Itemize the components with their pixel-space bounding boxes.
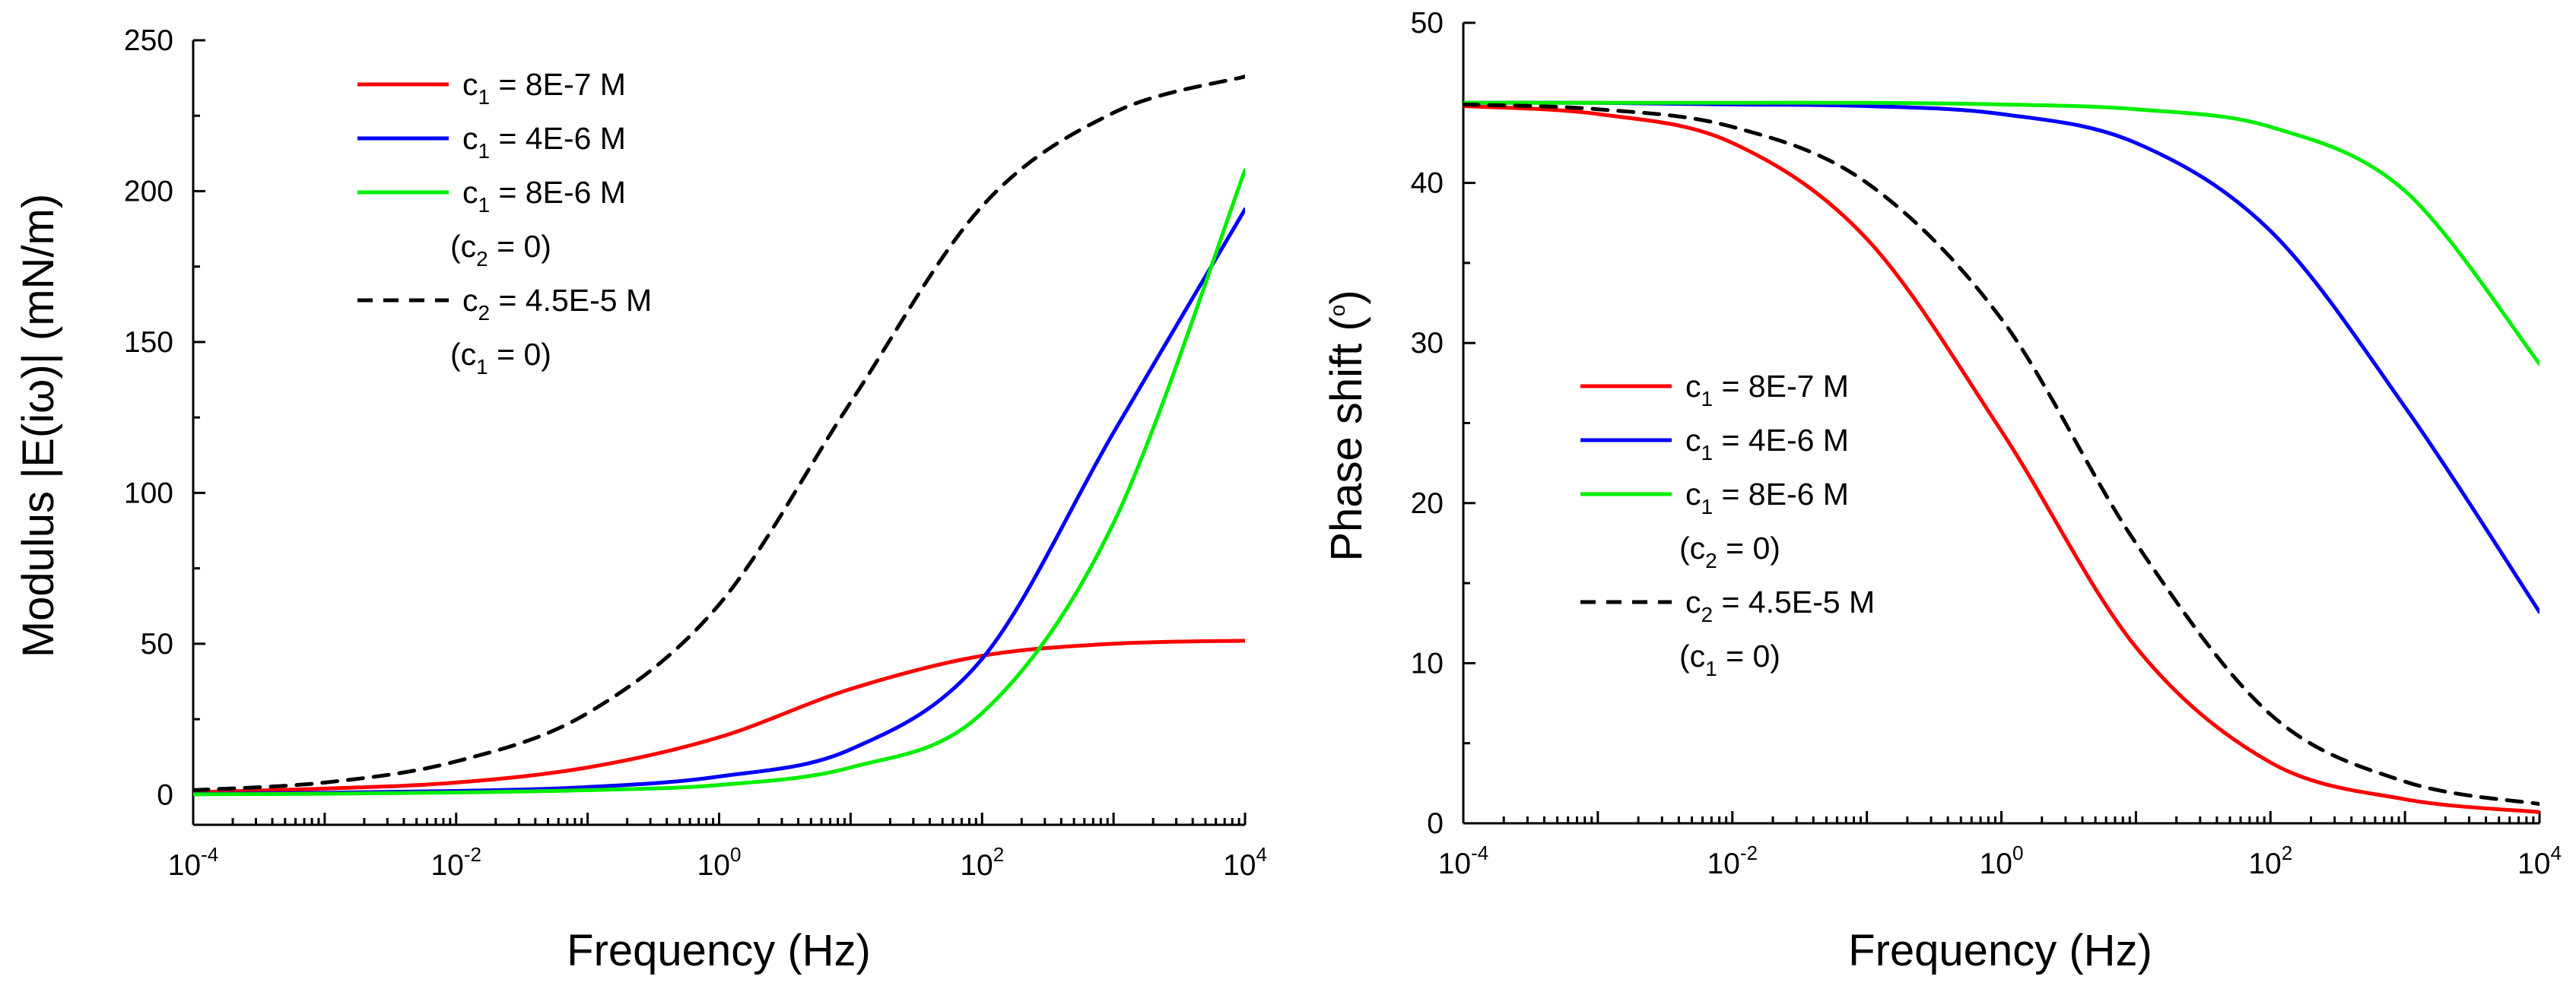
legend-label: c1 = 8E-6 M [1685, 477, 1849, 518]
x-tick-label: 100 [697, 843, 742, 882]
y-axis-title: Phase shift (o) [1322, 290, 1371, 561]
x-axis-title: Frequency (Hz) [567, 926, 871, 975]
legend-label: c1 = 4E-6 M [462, 121, 626, 163]
y-tick-label: 0 [1427, 807, 1444, 840]
series-line-3 [193, 77, 1245, 791]
x-tick-label: 10-2 [430, 843, 481, 882]
x-tick-label: 10-2 [1707, 842, 1758, 880]
y-tick-label: 200 [124, 175, 173, 208]
y-tick-label: 40 [1411, 167, 1444, 200]
x-tick-label: 102 [960, 843, 1004, 882]
legend-label: c2 = 4.5E-5 M [1685, 585, 1875, 626]
series-line-2 [1463, 103, 2539, 363]
modulus-chart: 0 50 100 150 200 250 10-4 10-2 100 102 104 Frequenc… [14, 24, 1267, 975]
y-tick-label: 250 [124, 24, 173, 57]
phase-shift-chart: 0 10 20 30 40 50 10-4 10-2 100 102 104 Frequency (H… [1322, 7, 2562, 975]
series-line-0 [193, 641, 1245, 792]
series-line-0 [1463, 106, 2539, 813]
y-tick-label: 150 [124, 326, 173, 359]
y-tick-label: 20 [1411, 487, 1444, 520]
x-tick-label: 104 [2517, 842, 2562, 880]
y-tick-label: 10 [1411, 647, 1444, 680]
legend-label: c1 = 4E-6 M [1685, 423, 1849, 464]
y-tick-label: 0 [157, 778, 173, 811]
legend-note: (c2 = 0) [1679, 531, 1780, 572]
figure: 05010015020025010-4 10-2 100 102 104Frequenc… [0, 0, 2576, 989]
legend-label: c1 = 8E-7 M [1685, 369, 1849, 410]
series-line-1 [1463, 103, 2539, 612]
x-axis-title: Frequency (Hz) [1848, 926, 2152, 975]
legend-note: (c2 = 0) [450, 229, 551, 271]
y-axis-title: Modulus |E(iω)| (mN/m) [14, 194, 63, 658]
y-tick-label: 50 [141, 628, 173, 661]
legend-label: c1 = 8E-7 M [462, 67, 626, 109]
legend: c1 = 8E-7 M c1 = 4E-6 M c1 = 8E-6 M (c2 = 0… [1580, 369, 1875, 680]
y-tick-label: 30 [1411, 327, 1444, 360]
x-tick-label: 104 [1223, 843, 1267, 882]
x-tick-label: 10-4 [168, 843, 219, 882]
y-tick-label: 100 [124, 477, 173, 509]
legend-note: (c1 = 0) [450, 337, 551, 379]
x-tick-label: 10-4 [1438, 842, 1489, 880]
series-line-1 [193, 209, 1245, 794]
legend-label: c2 = 4.5E-5 M [462, 283, 652, 325]
x-tick-label: 102 [2248, 842, 2292, 880]
x-tick-label: 100 [1980, 842, 2024, 880]
legend-note: (c1 = 0) [1679, 639, 1780, 680]
y-tick-label: 50 [1411, 7, 1444, 40]
series-line-3 [1463, 104, 2539, 804]
legend: c1 = 8E-7 M c1 = 4E-6 M c1 = 8E-6 M (c2 = 0… [357, 67, 652, 379]
legend-label: c1 = 8E-6 M [462, 175, 626, 217]
